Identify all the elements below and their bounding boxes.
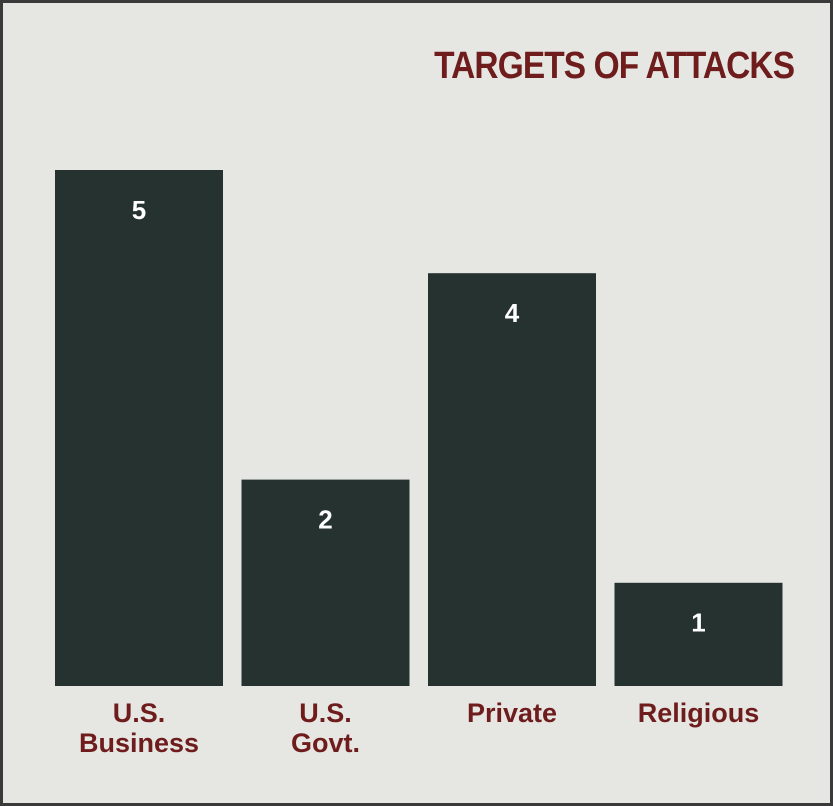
- category-label: U.S. Govt.: [290, 698, 360, 758]
- bar: [428, 273, 596, 686]
- value-label: 5: [132, 195, 146, 225]
- category-label: U.S. Business: [78, 698, 200, 758]
- value-label: 1: [691, 608, 705, 638]
- bar: [614, 582, 783, 686]
- bar: [55, 170, 223, 686]
- bar: [241, 479, 410, 686]
- value-label: 2: [318, 504, 332, 534]
- plot: 5 2 4 1: [55, 170, 783, 686]
- category-label: Private: [466, 698, 558, 728]
- value-label: 4: [505, 298, 520, 328]
- category-label: Religious: [637, 698, 760, 728]
- chart-title: TARGETS OF ATTACKS: [433, 45, 795, 87]
